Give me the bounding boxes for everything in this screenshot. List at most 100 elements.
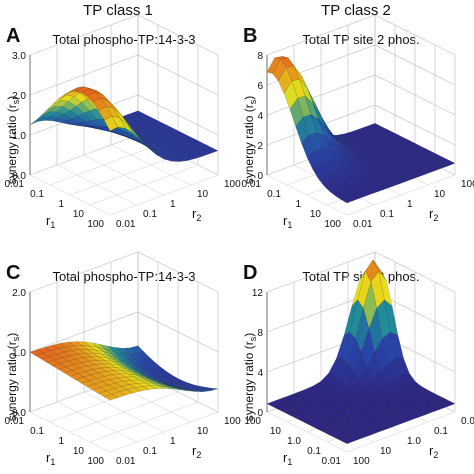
- surface-patch: [193, 386, 207, 390]
- panel-title: Total TP site 2 phos.: [302, 32, 419, 47]
- surface-patch: [167, 385, 182, 390]
- x-axis-label: r1: [46, 213, 55, 230]
- surface-patch: [398, 406, 414, 413]
- y-tick-label: 10: [380, 446, 392, 457]
- surface-patch: [166, 383, 180, 388]
- surface-patch: [42, 350, 58, 357]
- surface-patch: [65, 90, 81, 97]
- surface-patch: [277, 406, 293, 413]
- surface-patch: [97, 347, 112, 354]
- x-axis-label: r1: [283, 450, 292, 467]
- surface-patch: [121, 370, 136, 375]
- surface-patch: [401, 140, 416, 147]
- surface-patch: [129, 137, 144, 145]
- surface-patch: [189, 390, 203, 392]
- z-tick-label: 0.0: [12, 408, 26, 419]
- y-tick-label: 0.1: [380, 209, 394, 220]
- x-tick-label: 100: [324, 219, 341, 230]
- surface-patch: [312, 163, 327, 179]
- surface-patch: [77, 371, 92, 378]
- surface-patch: [341, 331, 356, 364]
- surface-patch: [177, 147, 192, 153]
- panel-d: D Total TP site 2 phos. 0 4 8 12 synergy ratio…: [242, 251, 474, 467]
- column-title-2: TP class 2: [321, 2, 391, 19]
- z-tick-label: 2: [257, 141, 263, 152]
- surface-patch: [274, 56, 289, 60]
- surface-patch: [196, 390, 211, 392]
- surface-patch: [128, 383, 144, 388]
- y-axis-label: r2: [192, 206, 201, 223]
- surface-patch: [354, 397, 370, 404]
- surface-patch: [122, 361, 136, 370]
- z-tick-label: 4: [257, 111, 263, 122]
- surface-patch: [58, 346, 73, 353]
- surface-patch: [196, 150, 211, 157]
- surface-patch: [310, 388, 326, 396]
- y-tick-label: 100: [461, 179, 474, 190]
- x-tick-label: 0.01: [242, 179, 262, 190]
- x-tick-label: 1: [58, 199, 64, 210]
- z-tick-label: 1.0: [12, 348, 26, 359]
- surface-patch: [79, 121, 95, 127]
- x-tick-label: 10: [270, 426, 282, 437]
- surface-patch: [414, 160, 429, 167]
- x-tick-label: 10: [310, 209, 322, 220]
- surface-patch: [331, 406, 347, 413]
- surface-patch: [335, 192, 350, 200]
- surface-patch: [134, 132, 149, 149]
- surface-patch: [142, 141, 157, 155]
- z-tick-label: 8: [257, 328, 263, 339]
- y-axis-label: r2: [429, 443, 438, 460]
- y-tick-label: 100: [224, 416, 241, 427]
- surface: [29, 86, 219, 162]
- panel-label: A: [6, 25, 20, 47]
- x-tick-label: 0.1: [30, 189, 44, 200]
- surface-patch: [371, 406, 387, 413]
- surface-patch: [175, 387, 190, 391]
- surface-patch: [356, 432, 371, 439]
- surface-patch: [103, 394, 119, 401]
- x-tick-label: 1: [58, 436, 64, 447]
- z-tick-label: 4: [257, 368, 263, 379]
- surface-patch: [84, 369, 100, 376]
- surface-patch: [144, 368, 160, 374]
- surface-patch: [108, 355, 123, 363]
- surface-patch: [147, 375, 161, 382]
- surface-patch: [145, 375, 159, 382]
- panel-label: B: [243, 25, 257, 47]
- x-tick-label: 0.01: [322, 456, 342, 467]
- surface-patch: [376, 299, 391, 340]
- surface-patch: [360, 178, 375, 186]
- panel-title: Total TP site 2 phos.: [302, 269, 419, 284]
- y-tick-label: 100: [353, 456, 370, 467]
- surface-patch: [323, 429, 339, 436]
- surface-patch: [158, 124, 173, 131]
- surface-patch: [374, 338, 389, 372]
- surface-patch: [318, 406, 333, 413]
- y-tick-label: 10: [197, 189, 209, 200]
- surface-patch: [441, 160, 456, 167]
- surface-patch: [127, 373, 142, 378]
- surface-patch: [328, 358, 343, 376]
- surface-patch: [144, 124, 160, 131]
- panel-a: A Total phospho-TP:14-3-3 0.0 1.0 2.0 3.0 syne…: [5, 14, 241, 230]
- x-tick-label: 10: [73, 209, 85, 220]
- panel-c: C Total phospho-TP:14-3-3 0.0 1.0 2.0 synergy…: [5, 251, 241, 467]
- surface-patch: [301, 134, 315, 158]
- surface-patch: [41, 105, 56, 116]
- surface-patch: [65, 364, 81, 371]
- surface-patch: [139, 379, 153, 384]
- surface: [266, 259, 456, 444]
- panel-label: D: [243, 262, 257, 284]
- y-tick-label: 0.01: [461, 416, 474, 427]
- surface-patch: [395, 157, 410, 164]
- surface-patch: [340, 437, 356, 444]
- surface-patch: [344, 426, 360, 433]
- surface-patch: [108, 100, 122, 116]
- surface-patch: [79, 365, 94, 372]
- surface-patch: [396, 412, 412, 419]
- surface-patch: [106, 357, 121, 364]
- surface-patch: [127, 353, 143, 360]
- surface-patch: [56, 106, 71, 115]
- surface-patch: [198, 387, 213, 391]
